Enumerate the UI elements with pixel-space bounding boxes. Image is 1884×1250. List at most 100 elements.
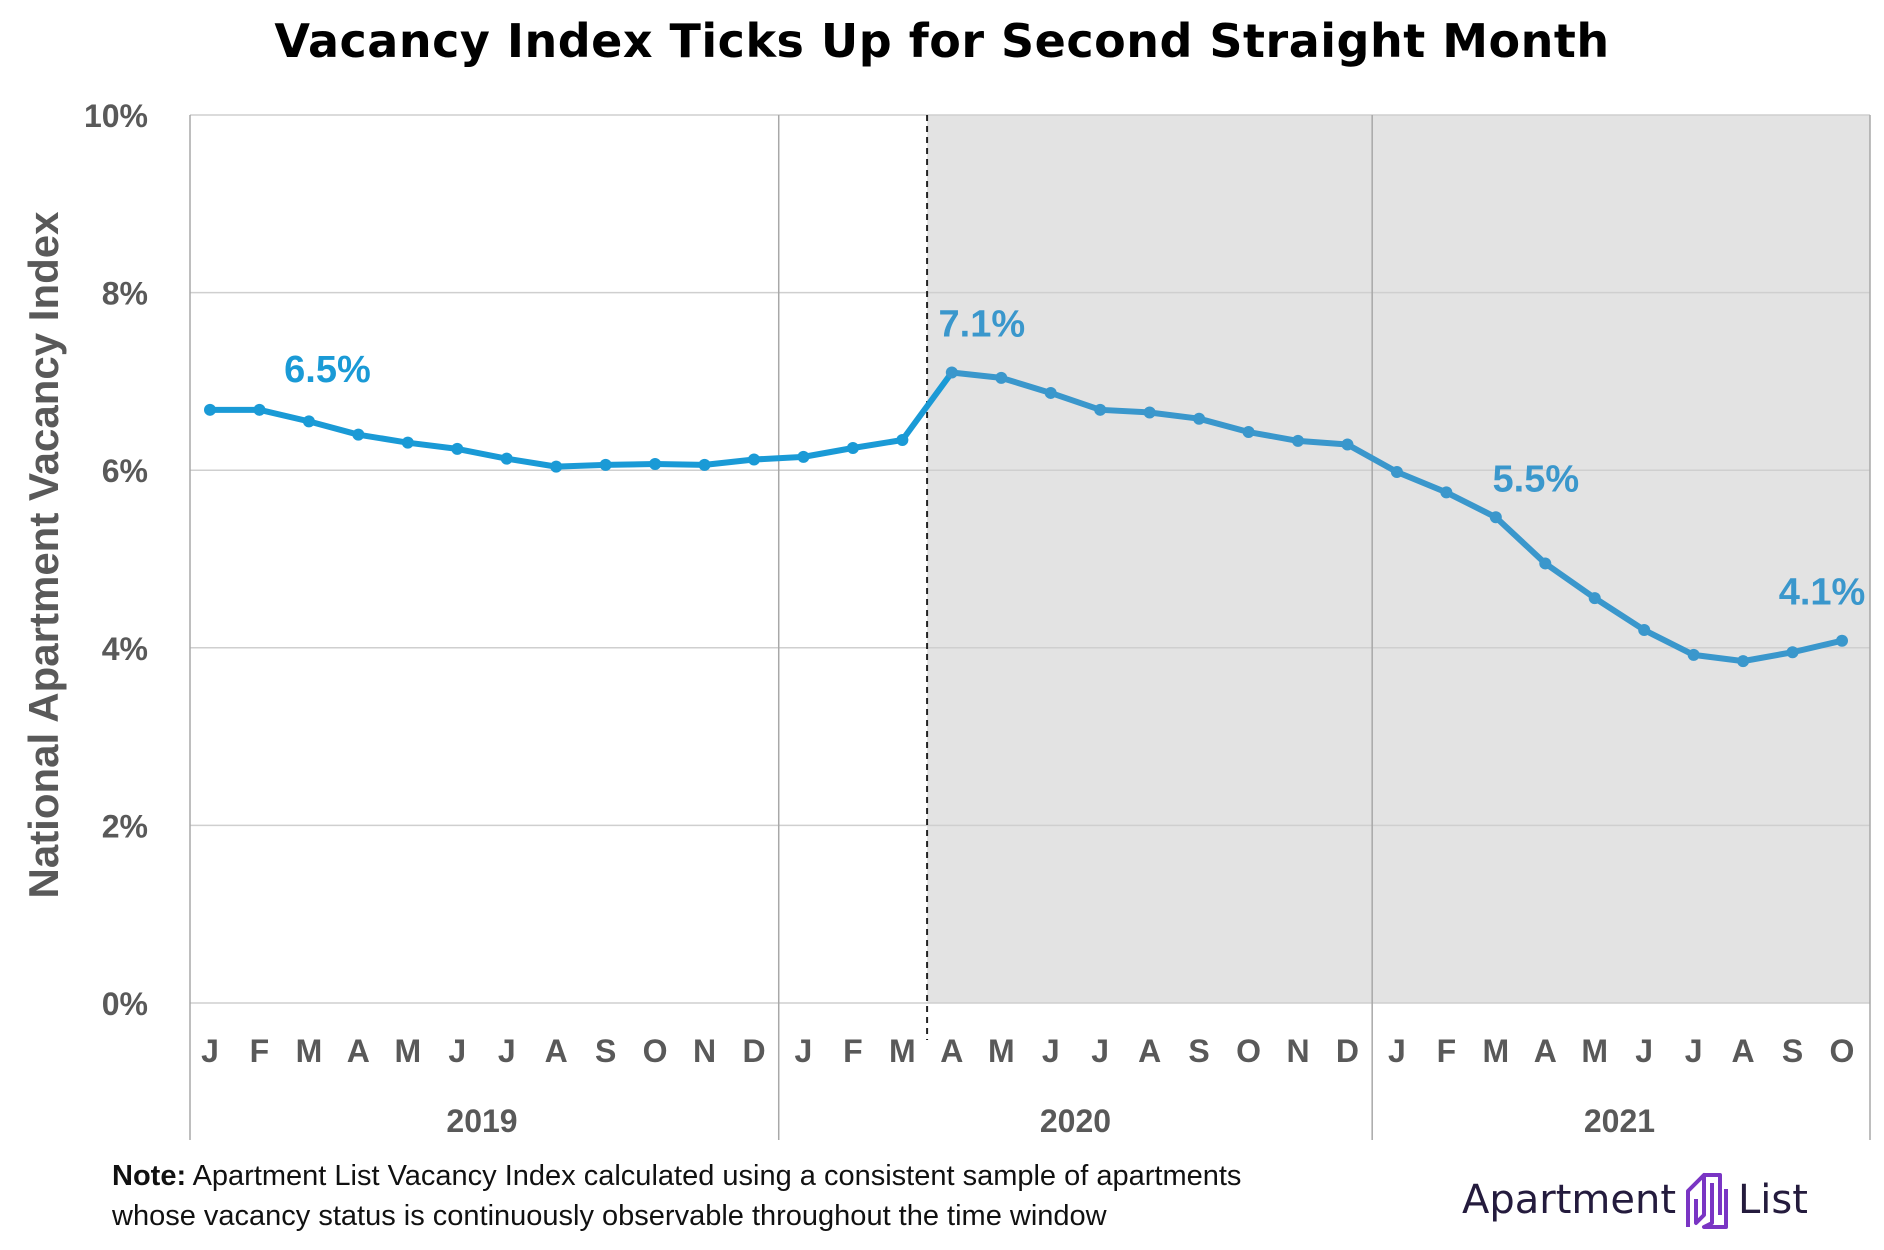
month-label: S bbox=[1188, 1033, 1209, 1069]
data-point bbox=[896, 434, 909, 447]
y-tick-label: 2% bbox=[102, 808, 148, 844]
month-label: O bbox=[1830, 1033, 1855, 1069]
data-point bbox=[748, 453, 760, 466]
data-point bbox=[1737, 655, 1750, 668]
year-label: 2019 bbox=[446, 1103, 517, 1139]
data-label: 7.1% bbox=[939, 304, 1026, 346]
data-point bbox=[1539, 557, 1552, 570]
data-point bbox=[302, 415, 315, 428]
month-label: A bbox=[940, 1033, 963, 1069]
month-label: M bbox=[296, 1033, 323, 1069]
series-line bbox=[207, 369, 955, 470]
data-point bbox=[1836, 634, 1848, 647]
data-point bbox=[599, 458, 612, 471]
year-label: 2021 bbox=[1584, 1103, 1655, 1139]
series-layer bbox=[204, 366, 1848, 668]
annotations: 6.5% 7.1% 5.5% 4.1% bbox=[284, 304, 1865, 614]
month-label: M bbox=[988, 1033, 1015, 1069]
month-label: J bbox=[1091, 1033, 1109, 1069]
data-point bbox=[500, 452, 513, 465]
note-label: Note: bbox=[112, 1160, 187, 1192]
logo-word-list: List bbox=[1738, 1177, 1808, 1223]
month-label: J bbox=[448, 1033, 466, 1069]
y-axis-title: National Apartment Vacancy Index bbox=[20, 211, 67, 899]
data-point bbox=[1687, 648, 1700, 661]
data-point bbox=[352, 428, 365, 441]
y-tick-label: 6% bbox=[102, 453, 148, 489]
data-point bbox=[1094, 403, 1107, 416]
month-label: D bbox=[1336, 1033, 1359, 1069]
data-point bbox=[1044, 386, 1057, 399]
month-label: F bbox=[843, 1033, 863, 1069]
month-label: J bbox=[201, 1033, 219, 1069]
data-point bbox=[995, 371, 1008, 384]
data-point bbox=[797, 450, 810, 463]
month-label: J bbox=[795, 1033, 813, 1069]
data-point bbox=[204, 403, 216, 416]
data-label: 6.5% bbox=[284, 349, 371, 391]
data-point bbox=[945, 366, 958, 379]
data-point bbox=[1489, 511, 1502, 524]
data-point bbox=[846, 442, 859, 454]
note-line-2: whose vacancy status is continuously obs… bbox=[112, 1200, 1107, 1232]
y-tick-label: 0% bbox=[102, 986, 148, 1022]
data-point bbox=[1786, 646, 1799, 659]
month-label: N bbox=[693, 1033, 716, 1069]
month-label: J bbox=[1042, 1033, 1060, 1069]
month-label: M bbox=[889, 1033, 916, 1069]
month-label: N bbox=[1286, 1033, 1309, 1069]
data-point bbox=[401, 436, 414, 449]
shaded-period bbox=[927, 115, 1870, 1003]
month-label: M bbox=[394, 1033, 421, 1069]
footnote: Note: Apartment List Vacancy Index calcu… bbox=[112, 1156, 1241, 1236]
data-point bbox=[1292, 434, 1304, 447]
month-label: J bbox=[1685, 1033, 1703, 1069]
apartment-list-logo: Apartment List bbox=[1462, 1168, 1808, 1232]
chart-title: Vacancy Index Ticks Up for Second Straig… bbox=[274, 14, 1610, 68]
month-label: J bbox=[498, 1033, 516, 1069]
data-point bbox=[1242, 426, 1255, 439]
month-label: A bbox=[1534, 1033, 1557, 1069]
month-label: A bbox=[545, 1033, 568, 1069]
gridlines bbox=[190, 114, 1870, 1004]
month-label: M bbox=[1581, 1033, 1608, 1069]
data-point bbox=[253, 403, 266, 416]
y-tick-label: 10% bbox=[84, 98, 148, 134]
data-point bbox=[550, 460, 563, 473]
month-label: O bbox=[1236, 1033, 1261, 1069]
month-label: M bbox=[1482, 1033, 1509, 1069]
y-tick-label: 8% bbox=[102, 276, 148, 312]
data-point bbox=[1390, 465, 1403, 478]
month-label: F bbox=[250, 1033, 270, 1069]
month-label: S bbox=[595, 1033, 616, 1069]
data-point bbox=[1341, 438, 1354, 451]
month-label: A bbox=[1732, 1033, 1755, 1069]
y-tick-label: 4% bbox=[102, 631, 148, 667]
data-point bbox=[698, 458, 711, 471]
data-label: 5.5% bbox=[1493, 458, 1580, 500]
data-point bbox=[1638, 624, 1651, 637]
y-axis: 0% 2% 4% 6% 8% 10% bbox=[84, 98, 148, 1022]
note-line-1: Apartment List Vacancy Index calculated … bbox=[192, 1160, 1242, 1192]
month-label: A bbox=[347, 1033, 370, 1069]
month-label: O bbox=[643, 1033, 668, 1069]
data-point bbox=[1440, 486, 1453, 499]
shaded-region bbox=[927, 115, 1870, 1003]
data-point bbox=[1588, 592, 1601, 605]
data-point bbox=[1143, 406, 1156, 419]
year-label: 2020 bbox=[1040, 1103, 1111, 1139]
data-label: 4.1% bbox=[1779, 572, 1866, 614]
month-label: J bbox=[1388, 1033, 1406, 1069]
month-label: A bbox=[1138, 1033, 1161, 1069]
data-point bbox=[451, 442, 464, 455]
month-label: J bbox=[1635, 1033, 1653, 1069]
data-point bbox=[649, 457, 662, 470]
month-label: D bbox=[742, 1033, 765, 1069]
logo-word-apartment: Apartment bbox=[1462, 1177, 1677, 1223]
data-point bbox=[1193, 412, 1206, 425]
month-label: S bbox=[1782, 1033, 1803, 1069]
month-label: F bbox=[1437, 1033, 1457, 1069]
building-icon bbox=[1686, 1173, 1729, 1229]
